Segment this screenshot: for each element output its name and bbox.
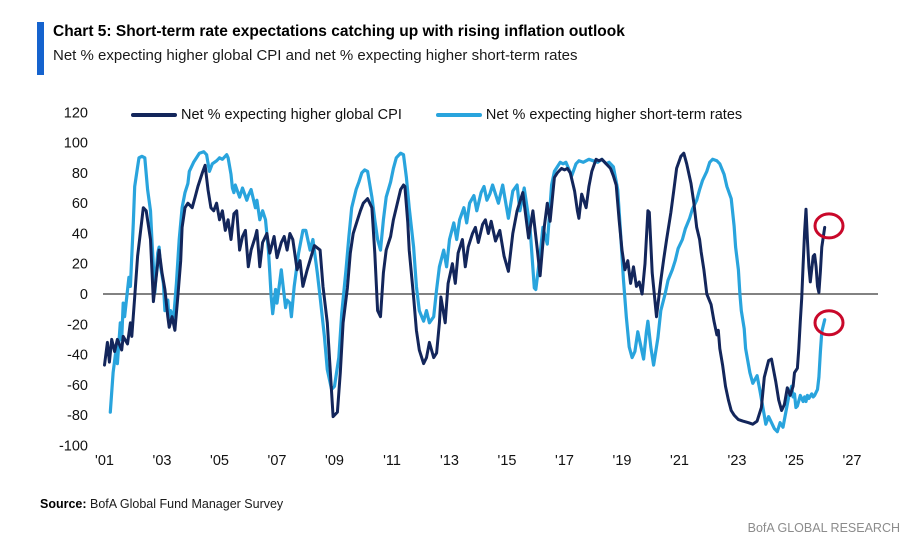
x-tick-label: '17 <box>555 453 574 469</box>
x-tick-label: '03 <box>153 453 172 469</box>
x-tick-label: '01 <box>95 453 114 469</box>
cpi-line-swatch <box>131 113 177 117</box>
source-note: Source: BofA Global Fund Manager Survey <box>40 497 283 511</box>
x-tick-label: '21 <box>670 453 689 469</box>
y-tick-label: -20 <box>67 317 88 333</box>
y-tick-label: 120 <box>64 105 88 121</box>
y-tick-label: 40 <box>72 226 88 242</box>
y-tick-label: -40 <box>67 348 88 364</box>
source-label: Source: <box>40 497 87 511</box>
y-tick-label: 80 <box>72 166 88 182</box>
x-tick-label: '25 <box>785 453 804 469</box>
x-tick-label: '11 <box>383 453 401 469</box>
legend-item-cpi: Net % expecting higher global CPI <box>131 107 426 123</box>
x-tick-label: '09 <box>325 453 344 469</box>
x-tick-label: '27 <box>843 453 862 469</box>
series-line <box>103 151 827 426</box>
rates-line-swatch <box>435 113 482 117</box>
title-accent-bar <box>37 22 44 75</box>
y-tick-label: -80 <box>67 408 88 424</box>
y-tick-label: 20 <box>72 257 88 273</box>
y-axis-tick-labels: 120 100 80 60 40 20 0 -20 -40 -60 -80 -100 <box>59 105 88 454</box>
x-tick-label: '19 <box>613 453 632 469</box>
bofa-global-research-brand: BofA GLOBAL RESEARCH <box>747 521 900 535</box>
x-axis-tick-labels: '01 '03 '05 '07 '09 '11 '13 '15 '17 '19 '21 '23 '25 '… <box>95 453 861 469</box>
y-tick-label: -100 <box>59 438 88 454</box>
legend-label-rates: Net % expecting higher short-term rates <box>485 107 743 123</box>
chart-title: Chart 5: Short-term rate expectations ca… <box>53 23 625 40</box>
x-tick-label: '15 <box>498 453 517 469</box>
data-series-lines <box>103 150 827 434</box>
legend-item-rates: Net % expecting higher short-term rates <box>435 107 766 123</box>
highlight-ellipses <box>813 212 845 337</box>
source-text: BofA Global Fund Manager Survey <box>86 497 284 511</box>
x-tick-label: '23 <box>728 453 747 469</box>
chart-subtitle: Net % expecting higher global CPI and ne… <box>53 47 578 64</box>
y-tick-label: 100 <box>64 136 88 152</box>
series-line <box>108 150 827 434</box>
highlight-ellipse <box>813 212 845 240</box>
legend-label-cpi: Net % expecting higher global CPI <box>181 107 402 123</box>
legend: Net % expecting higher global CPI Net % … <box>131 107 766 123</box>
y-tick-label: 0 <box>80 287 88 303</box>
x-tick-label: '13 <box>440 453 459 469</box>
highlight-ellipse <box>813 309 845 337</box>
x-tick-label: '05 <box>210 453 229 469</box>
x-tick-label: '07 <box>268 453 287 469</box>
y-tick-label: -60 <box>67 378 88 394</box>
y-tick-label: 60 <box>72 196 88 212</box>
